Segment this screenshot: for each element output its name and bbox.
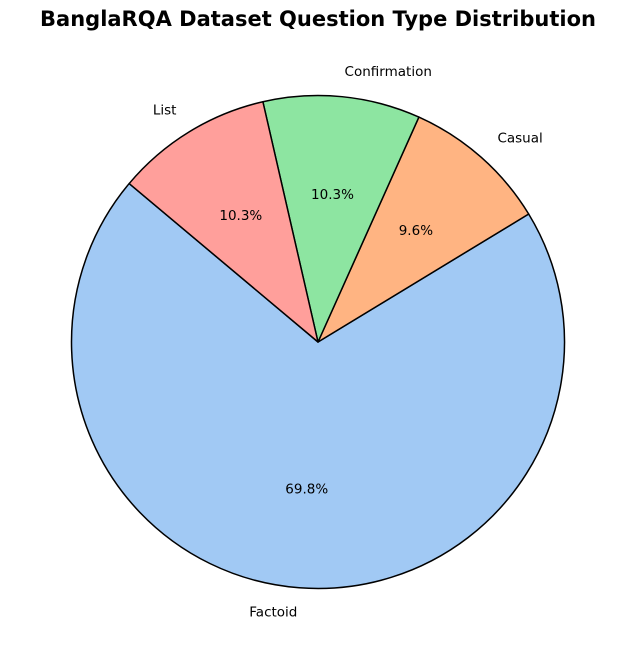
pie-labels: Factoid 69.8% Casual 9.6% Confirmation 10.3% L…	[153, 64, 543, 620]
slice-percent-factoid: 69.8%	[285, 481, 328, 497]
slice-percent-confirmation: 10.3%	[311, 187, 354, 203]
pie-slice-confirmation	[262, 94, 420, 343]
slice-label-casual: Casual	[497, 131, 542, 147]
pie-slice-factoid	[70, 182, 566, 590]
pie-slice-list	[128, 100, 319, 343]
chart-title: BanglaRQA Dataset Question Type Distribu…	[40, 7, 596, 31]
slice-percent-casual: 9.6%	[399, 223, 433, 239]
slice-label-list: List	[153, 103, 177, 119]
slice-label-confirmation: Confirmation	[345, 64, 432, 80]
slice-percent-list: 10.3%	[219, 208, 262, 224]
slice-label-factoid: Factoid	[249, 604, 297, 620]
pie-slices	[70, 94, 566, 590]
pie-slice-casual	[317, 116, 530, 343]
